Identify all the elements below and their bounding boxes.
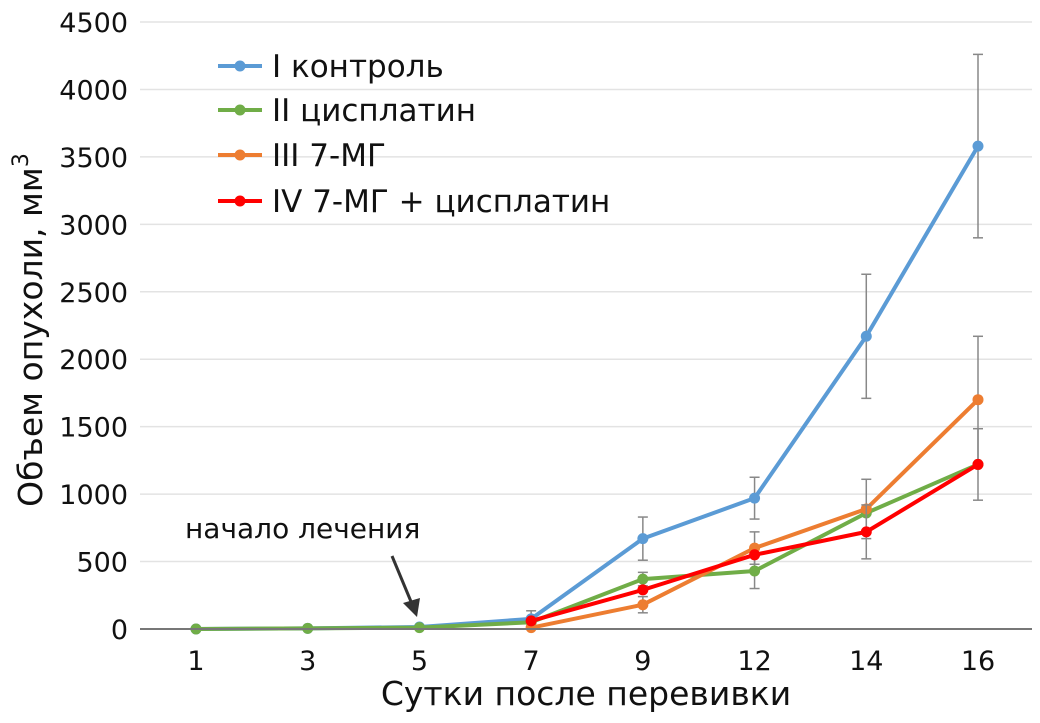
legend-swatch-marker (234, 195, 246, 207)
y-axis-title: Объем опухоли, мм3 (9, 153, 50, 507)
data-point (637, 533, 649, 545)
legend-label: III 7-МГ (272, 138, 386, 174)
data-point (749, 492, 761, 504)
x-axis-title: Сутки после перевивки (381, 674, 791, 713)
data-point (860, 526, 872, 538)
data-point (972, 394, 984, 406)
y-tick-label: 1500 (59, 413, 128, 444)
legend-label: I контроль (272, 49, 444, 85)
x-tick-label: 5 (411, 646, 428, 677)
x-tick-label: 7 (523, 646, 540, 677)
gridlines (140, 21, 1032, 563)
x-tick-label: 14 (849, 646, 883, 677)
data-point (749, 549, 761, 561)
x-tick-label: 1 (187, 646, 204, 677)
y-tick-label: 0 (111, 615, 128, 646)
series-4 (525, 458, 984, 627)
y-tick-label: 4000 (59, 75, 128, 106)
y-tick-labels: 0 500 1000 1500 2000 2500 3000 3500 4000 4500 (59, 8, 128, 646)
legend-label: IV 7-МГ + цисплатин (272, 184, 610, 220)
x-tick-label: 3 (299, 646, 316, 677)
data-point (413, 622, 425, 634)
legend: I контроль II цисплатин III 7-МГ IV 7-МГ + … (218, 49, 610, 220)
legend-swatch-marker (234, 149, 246, 161)
data-point (525, 615, 537, 627)
x-tick-labels: 1 3 5 7 9 12 14 16 (187, 646, 995, 677)
y-tick-label: 1000 (59, 480, 128, 511)
data-point (637, 599, 649, 611)
legend-item: I контроль (218, 49, 444, 85)
data-point (637, 584, 649, 596)
data-point (972, 140, 984, 152)
y-tick-label: 3500 (59, 143, 128, 174)
legend-swatch-marker (234, 104, 246, 116)
legend-swatch-marker (234, 60, 246, 72)
x-tick-label: 16 (961, 646, 995, 677)
data-point (749, 565, 761, 577)
legend-item: III 7-МГ (218, 138, 386, 174)
x-tick-label: 9 (634, 646, 651, 677)
y-tick-label: 2500 (59, 278, 128, 309)
y-tick-label: 500 (76, 548, 128, 579)
x-tick-label: 12 (737, 646, 771, 677)
annotation-label: начало лечения (185, 512, 420, 545)
data-point (637, 573, 649, 585)
y-tick-label: 3000 (59, 210, 128, 241)
annotation-arrow (390, 555, 420, 617)
y-tick-label: 4500 (59, 8, 128, 39)
data-point (972, 458, 984, 470)
y-tick-label: 2000 (59, 345, 128, 376)
legend-label: II цисплатин (272, 93, 476, 129)
legend-item: IV 7-МГ + цисплатин (218, 184, 610, 220)
legend-item: II цисплатин (218, 93, 476, 129)
data-point (860, 330, 872, 342)
